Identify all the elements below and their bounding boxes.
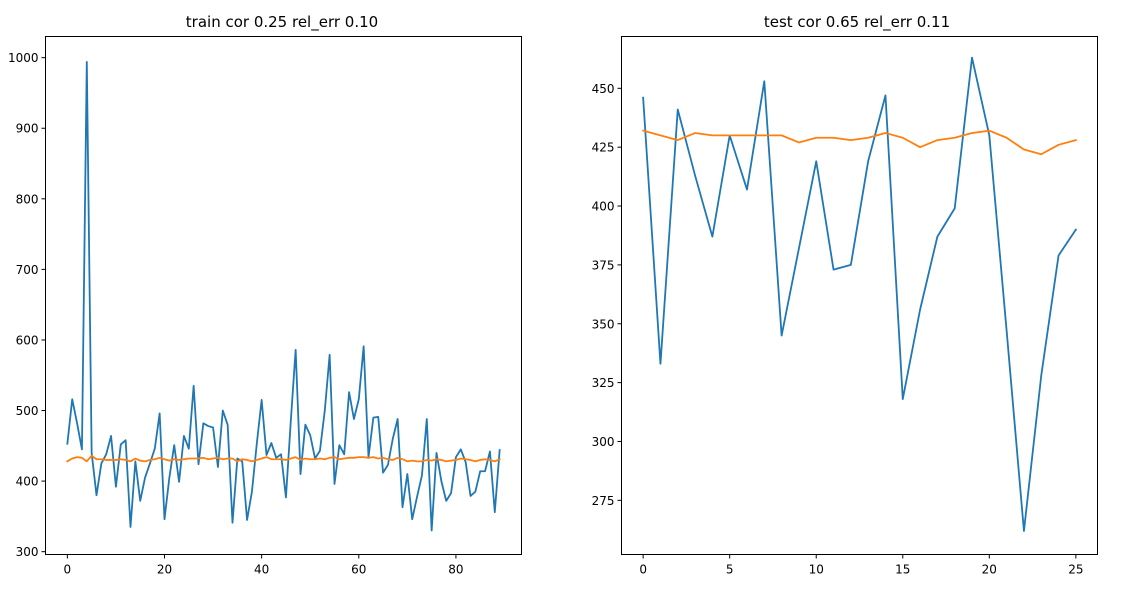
train-y-tick-label: 900 [16,122,39,136]
train-y-tick-label: 800 [16,192,39,206]
test-plot-lines [642,56,1078,532]
train-y-tick-label: 500 [16,404,39,418]
test-x-tick-label: 20 [982,563,997,577]
test-y-tick-label: 300 [592,435,615,449]
test-y-tick-label: 450 [592,82,615,96]
train-y-tick-label: 400 [16,475,39,489]
test-y-tick-label: 275 [592,494,615,508]
train-series-0-line [66,61,501,532]
test-x-tick-label: 15 [895,563,910,577]
train-axes-frame [45,36,522,555]
test-ticks: 0 5 10 15 20 25 275 300 325 350 375 400 425 450 [592,82,1084,577]
test-series-1-line [642,129,1077,156]
train-chart-title: train cor 0.25 rel_err 0.10 [186,13,378,32]
train-y-tick-label: 300 [16,545,39,559]
test-y-tick-label: 400 [592,200,615,214]
test-axes-frame [621,36,1098,555]
train-plot-lines [66,61,501,532]
train-x-tick-label: 20 [157,563,172,577]
test-x-tick-label: 25 [1068,563,1083,577]
test-x-tick-label: 10 [809,563,824,577]
test-x-tick-label: 0 [639,563,647,577]
test-y-tick-label: 325 [592,376,615,390]
train-x-tick-label: 60 [351,563,366,577]
train-y-tick-label: 1000 [8,51,39,65]
train-x-tick-label: 0 [64,563,72,577]
test-series-0-line [642,56,1078,532]
test-x-tick-label: 5 [726,563,734,577]
test-y-tick-label: 425 [592,141,615,155]
test-y-tick-label: 375 [592,258,615,272]
test-chart: test cor 0.65 rel_err 0.11 0 5 10 15 20 25 275… [592,13,1098,577]
train-y-tick-label: 600 [16,333,39,347]
train-chart: train cor 0.25 rel_err 0.10 0 20 40 60 80 300… [8,13,522,577]
train-x-tick-label: 40 [254,563,269,577]
train-x-tick-label: 80 [448,563,463,577]
train-ticks: 0 20 40 60 80 300 400 500 600 700 800 900 1000 [8,51,464,576]
train-y-tick-label: 700 [16,263,39,277]
train-series-1-line [66,454,501,463]
test-y-tick-label: 350 [592,317,615,331]
test-chart-title: test cor 0.65 rel_err 0.11 [764,13,950,32]
